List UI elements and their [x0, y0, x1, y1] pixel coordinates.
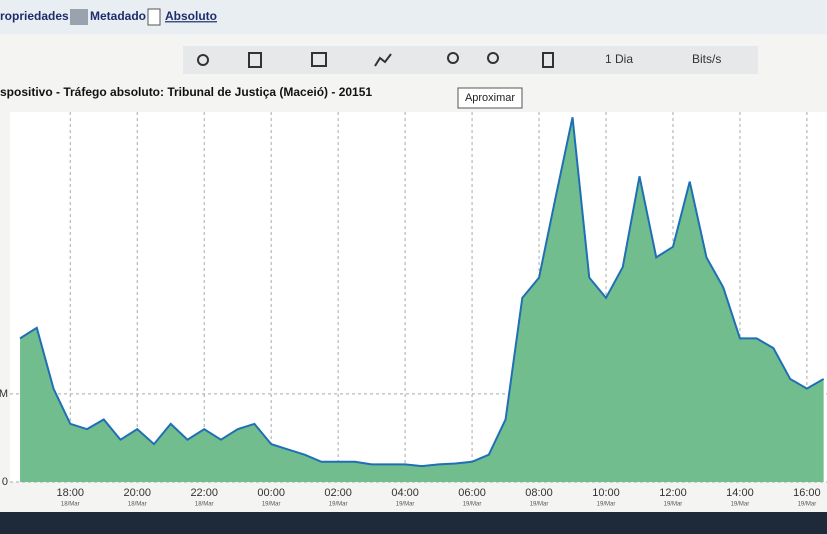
tooltip-box [457, 87, 523, 109]
x-tick-date: 18/Mar [61, 502, 80, 508]
unit[interactable]: Bits/s [692, 52, 721, 66]
x-tick-label: 10:00 [592, 487, 620, 499]
icon [70, 9, 88, 25]
x-tick-label: 12:00 [659, 487, 687, 499]
area [20, 117, 824, 483]
x-tick-date: 18/Mar [195, 502, 214, 508]
x-tick-label: 06:00 [458, 487, 486, 499]
x-tick-date: 19/Mar [597, 502, 616, 508]
period[interactable]: 1 Dia [605, 52, 633, 66]
x-tick-label: 08:00 [525, 487, 553, 499]
y-tick-label: M [0, 388, 8, 400]
x-tick-label: 00:00 [257, 487, 285, 499]
tooltip: Aproximar [465, 92, 515, 104]
x-tick-date: 19/Mar [664, 502, 683, 508]
x-tick-label: 22:00 [190, 487, 218, 499]
x-tick-date: 19/Mar [731, 502, 750, 508]
tab[interactable]: Absoluto [165, 9, 217, 23]
x-tick-date: 19/Mar [262, 502, 281, 508]
x-tick-label: 14:00 [726, 487, 754, 499]
x-tick-label: 16:00 [793, 487, 821, 499]
plot: 18:00 18/Mar 20:00 18/Mar 22:00 18/Mar 00:00 19… [0, 112, 827, 508]
icon [147, 8, 161, 26]
tab[interactable]: Metadado [90, 9, 146, 23]
toolbar [183, 46, 758, 74]
chart-title: spositivo - Tráfego absoluto: Tribunal d… [0, 85, 372, 99]
x-tick-label: 02:00 [324, 487, 352, 499]
x-tick-date: 19/Mar [329, 502, 348, 508]
x-tick-date: 18/Mar [128, 502, 147, 508]
x-tick-date: 19/Mar [396, 502, 415, 508]
line [19, 117, 825, 468]
x-tick-label: 20:00 [123, 487, 151, 499]
tab-bar [0, 0, 827, 34]
x-tick-date: 19/Mar [463, 502, 482, 508]
tab[interactable]: ropriedades [0, 9, 69, 23]
x-tick-label: 04:00 [391, 487, 419, 499]
toolbar-icons [197, 52, 554, 68]
y-tick-label: 0 [2, 476, 8, 488]
x-tick-date: 19/Mar [530, 502, 549, 508]
x-tick-date: 19/Mar [798, 502, 817, 508]
taskbar [0, 512, 827, 534]
x-tick-label: 18:00 [57, 487, 85, 499]
